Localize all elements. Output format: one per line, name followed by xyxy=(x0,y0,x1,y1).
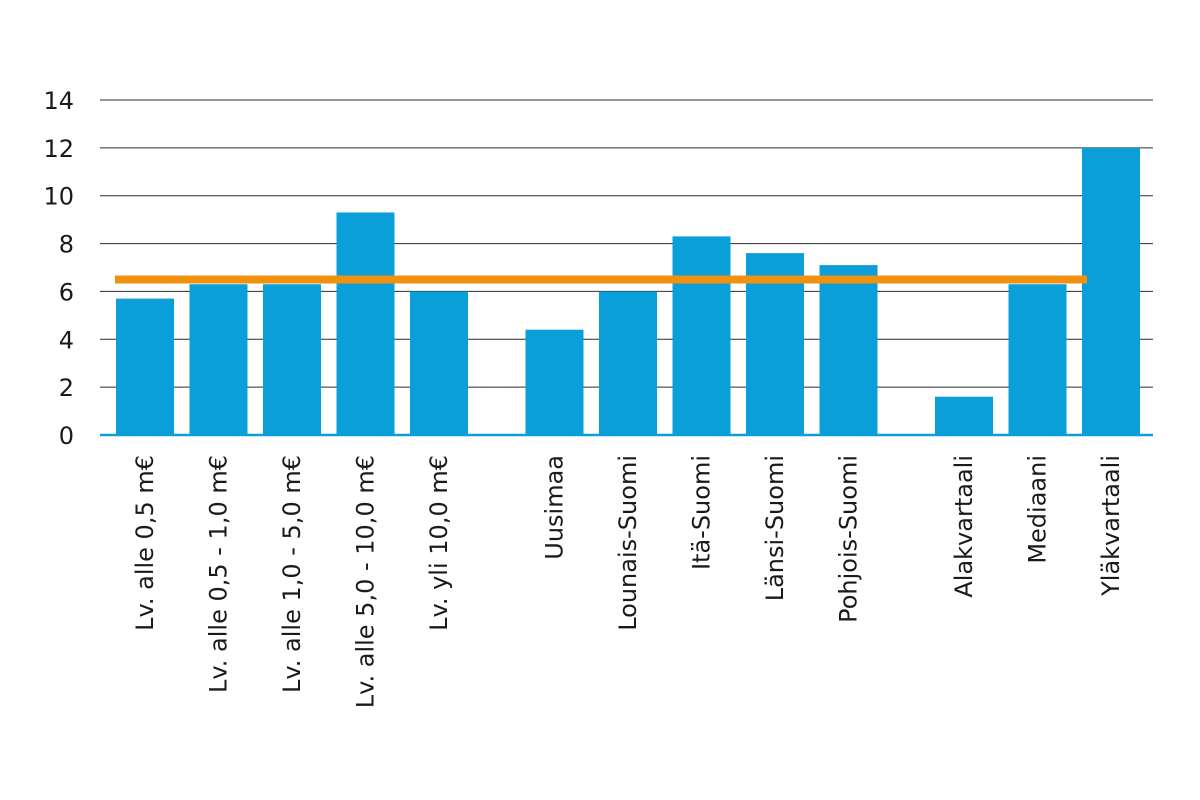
category-label: Lv. alle 0,5 - 1,0 m€ xyxy=(205,455,233,693)
bar-3 xyxy=(263,284,321,435)
bar-2 xyxy=(189,284,248,435)
bar-10 xyxy=(819,265,878,435)
category-label: Uusimaa xyxy=(541,455,569,560)
category-label: Itä-Suomi xyxy=(688,455,716,570)
bar-4 xyxy=(336,212,395,435)
y-tick-label: 4 xyxy=(59,326,74,354)
y-tick-label: 2 xyxy=(59,374,74,402)
category-label: Lv. yli 10,0 m€ xyxy=(425,455,453,631)
y-tick-label: 10 xyxy=(43,183,74,211)
category-labels: Lv. alle 0,5 m€ Lv. alle 0,5 - 1,0 m€ Lv. … xyxy=(131,455,1125,708)
category-label: Lv. alle 5,0 - 10,0 m€ xyxy=(352,455,380,708)
y-tick-label: 12 xyxy=(43,135,74,163)
category-label: Lounais-Suomi xyxy=(614,455,642,631)
bars-layer xyxy=(116,147,1140,435)
category-label: Lv. alle 0,5 m€ xyxy=(131,455,159,631)
bar-8 xyxy=(672,236,731,435)
y-tick-label: 14 xyxy=(43,87,74,115)
y-tick-label: 0 xyxy=(59,422,74,450)
category-label: Länsi-Suomi xyxy=(761,455,789,601)
category-label: Pohjois-Suomi xyxy=(835,455,863,623)
y-tick-label: 8 xyxy=(59,231,74,259)
y-tick-label: 6 xyxy=(59,278,74,306)
category-label: Mediaani xyxy=(1024,455,1052,564)
category-label: Lv. alle 1,0 - 5,0 m€ xyxy=(278,455,306,693)
bar-1 xyxy=(116,298,174,435)
category-label: Alakvartaali xyxy=(950,455,978,598)
y-tick-labels: 0 2 4 6 8 10 12 14 xyxy=(43,87,74,450)
category-label: Yläkvartaali xyxy=(1097,455,1125,597)
bar-6 xyxy=(525,329,584,435)
bar-13 xyxy=(1082,147,1140,435)
bar-11 xyxy=(935,396,993,435)
bar-12 xyxy=(1008,284,1067,435)
bar-5 xyxy=(410,291,468,435)
bar-7 xyxy=(599,291,657,435)
